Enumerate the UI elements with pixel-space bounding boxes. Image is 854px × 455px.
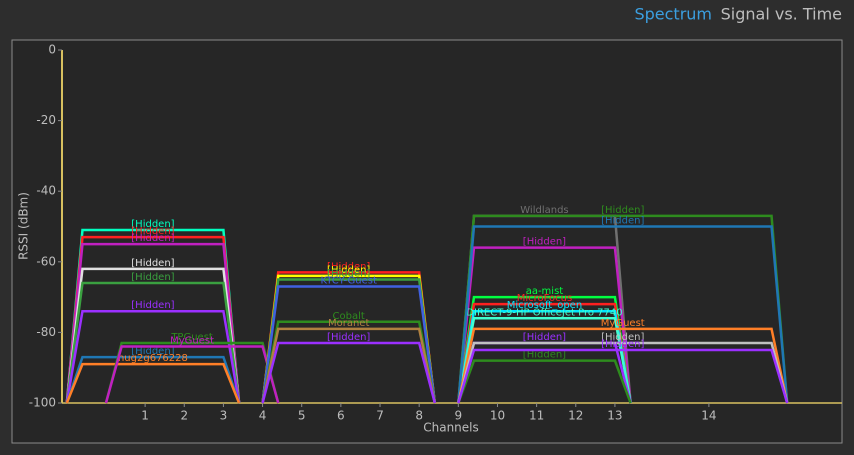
y-tick-label: -80 <box>36 325 56 339</box>
network-label: Wildlands <box>520 205 568 216</box>
network-trace <box>65 309 241 404</box>
x-tick-label: 12 <box>568 409 583 423</box>
network-label: [Hidden] <box>327 268 370 279</box>
network-label: MicroFocus <box>517 293 572 304</box>
tab-spectrum[interactable]: Spectrum <box>634 5 712 24</box>
x-axis-label: Channels <box>423 421 479 435</box>
x-tick-label: 3 <box>220 409 228 423</box>
network-trace <box>65 362 241 404</box>
network-label: [Hidden] <box>601 216 644 227</box>
network-label: MyGuest <box>601 318 645 329</box>
x-tick-label: 9 <box>455 409 463 423</box>
network-label: Moranet <box>328 318 369 329</box>
network-label: [Hidden] <box>601 332 644 343</box>
network-trace <box>261 327 437 404</box>
y-tick-label: 0 <box>48 43 56 57</box>
x-tick-label: 4 <box>259 409 267 423</box>
network-label: MyGuest <box>170 336 214 347</box>
x-tick-label: 14 <box>701 409 716 423</box>
network-label: [Hidden] <box>523 332 566 343</box>
network-label: [Hidden] <box>131 226 174 237</box>
x-tick-label: 8 <box>415 409 423 423</box>
network-label: DIRECT-9-HP OfficeJet Pro 7740 <box>466 307 622 318</box>
network-trace <box>261 285 437 404</box>
network-label: [Hidden] <box>131 346 174 357</box>
network-label: aa-mist <box>526 286 564 297</box>
network-label: [Hidden] <box>327 332 370 343</box>
network-label: hug2g676228 <box>118 353 188 364</box>
network-label: [Hidden] <box>327 265 370 276</box>
y-tick-label: -60 <box>36 254 56 268</box>
y-axis-label: RSSI (dBm) <box>17 192 31 260</box>
network-label: [Hidden] <box>601 339 644 350</box>
x-tick-label: 1 <box>141 409 149 423</box>
y-tick-label: -40 <box>36 184 56 198</box>
x-tick-label: 10 <box>490 409 505 423</box>
network-label: [Hidden] <box>131 272 174 283</box>
x-tick-label: 6 <box>337 409 345 423</box>
network-trace <box>457 348 789 404</box>
network-label: TPGuest <box>170 332 213 343</box>
network-trace <box>457 359 632 404</box>
x-tick-label: 11 <box>529 409 544 423</box>
network-label: [Hidden] <box>523 237 566 248</box>
x-tick-label: 5 <box>298 409 306 423</box>
network-label: [Hidden] <box>131 219 174 230</box>
network-label: [Hidden] <box>601 205 644 216</box>
network-label: [Hidden] <box>131 258 174 269</box>
network-label: Cobalt <box>333 311 365 322</box>
x-tick-label: 7 <box>376 409 384 423</box>
network-trace <box>65 355 241 404</box>
network-label: Microsoft_open <box>507 300 582 311</box>
network-trace <box>457 225 789 404</box>
network-label: KTCY-Guest <box>321 276 377 287</box>
x-tick-label: 13 <box>607 409 622 423</box>
network-label: [Hidden] <box>131 233 174 244</box>
y-tick-label: -20 <box>36 113 56 127</box>
network-trace <box>65 242 241 404</box>
network-label: [Hidden] <box>327 261 370 272</box>
tab-signal-time[interactable]: Signal vs. Time <box>721 5 842 24</box>
network-trace <box>261 341 437 404</box>
y-tick-label: -100 <box>29 396 56 410</box>
x-tick-label: 2 <box>180 409 188 423</box>
network-label: [Hidden] <box>523 350 566 361</box>
network-trace <box>457 327 789 404</box>
network-label: [Hidden] <box>131 300 174 311</box>
